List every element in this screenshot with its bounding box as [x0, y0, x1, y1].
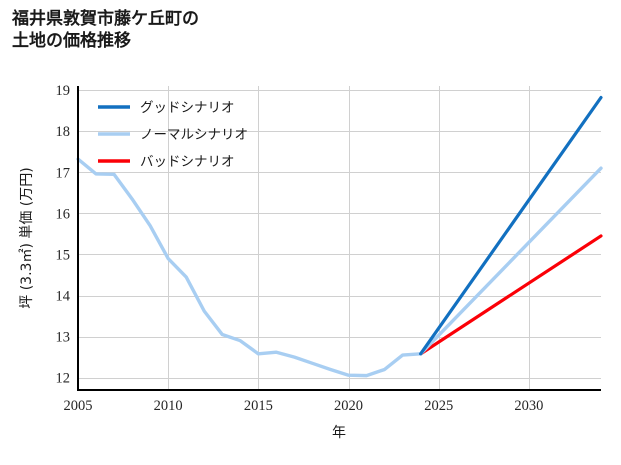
series-line: [76, 157, 603, 378]
y-tick-label: 17: [56, 165, 71, 181]
x-tick-label: 2015: [244, 398, 273, 414]
y-tick-label: 18: [56, 124, 71, 140]
x-tick-label: 2025: [424, 398, 453, 414]
y-axis-title-text: 坪 (3.3㎡) 単価 (万円): [19, 167, 35, 308]
y-axis-title: 坪 (3.3㎡) 単価 (万円): [19, 167, 35, 308]
x-tick-labels: 2005 2010 2015 2020 2025 2030: [64, 398, 544, 414]
y-tick-label: 19: [56, 83, 71, 99]
legend-label: ノーマルシナリオ: [140, 127, 248, 143]
x-tick-label: 2020: [334, 398, 363, 414]
x-tick-label: 2030: [514, 398, 543, 414]
axis-lines: [76, 86, 601, 392]
y-tick-label: 13: [56, 330, 71, 346]
y-tick-label: 14: [56, 289, 71, 305]
series-lines: [76, 95, 603, 378]
series-line: [419, 234, 603, 356]
y-tick-label: 15: [56, 247, 71, 263]
legend-label: バッドシナリオ: [140, 154, 235, 170]
y-tick-label: 12: [56, 371, 71, 387]
y-tick-labels: 12 13 14 15 16 17 18 19: [56, 83, 71, 387]
x-tick-label: 2010: [154, 398, 183, 414]
y-tick-label: 16: [56, 206, 71, 222]
x-tick-label: 2005: [64, 398, 93, 414]
x-axis-title: 年: [332, 425, 346, 441]
series-line: [419, 95, 603, 356]
gridlines: [78, 86, 601, 390]
chart-title: 福井県敦賀市藤ケ丘町の 土地の価格推移: [12, 9, 199, 52]
legend-label: グッドシナリオ: [140, 100, 235, 116]
